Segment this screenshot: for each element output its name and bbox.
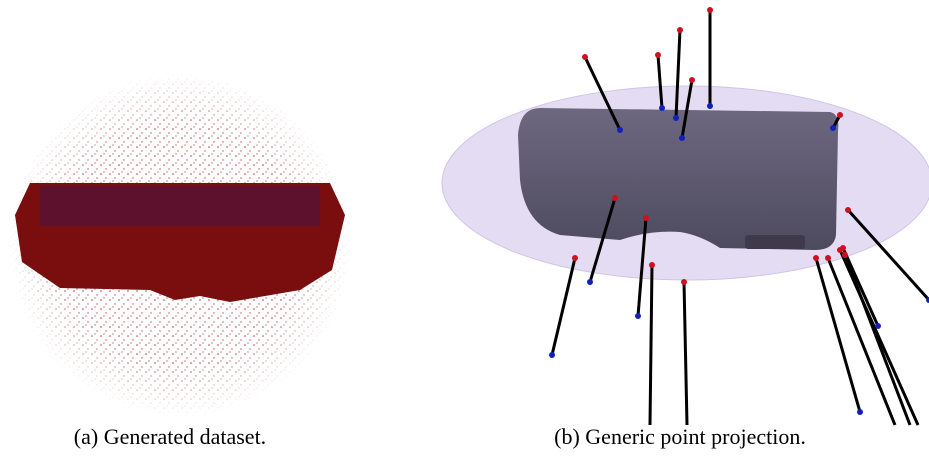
- projection-line: [650, 265, 652, 425]
- generic-point: [617, 127, 623, 133]
- generic-point: [875, 323, 881, 329]
- projected-point: [612, 195, 618, 201]
- object-shade: [40, 186, 320, 226]
- projected-point: [707, 7, 713, 13]
- generic-point: [857, 409, 863, 415]
- object: [518, 108, 838, 250]
- projected-point: [845, 207, 851, 213]
- projection-line: [845, 255, 910, 425]
- projection-line: [552, 258, 575, 355]
- projected-point: [643, 215, 649, 221]
- projected-point: [677, 27, 683, 33]
- page: {"figure": {"panels": [{"caption": "(a) …: [0, 0, 929, 456]
- projection-line: [684, 282, 687, 425]
- projected-point: [649, 262, 655, 268]
- projected-point: [842, 252, 848, 258]
- generic-point: [707, 103, 713, 109]
- projected-point: [689, 77, 695, 83]
- projected-point: [825, 255, 831, 261]
- connector: [745, 235, 805, 249]
- panel-b: (b) Generic point projection.: [442, 7, 929, 449]
- generic-point: [830, 125, 836, 131]
- generic-point: [659, 105, 665, 111]
- panel-a: (a) Generated dataset.: [0, 70, 360, 449]
- generic-point: [673, 115, 679, 121]
- projection-line: [828, 258, 895, 425]
- projected-point: [813, 255, 819, 261]
- generic-point: [549, 352, 555, 358]
- projected-point: [655, 52, 661, 58]
- generic-point: [635, 313, 641, 319]
- caption: (b) Generic point projection.: [554, 424, 806, 449]
- caption: (a) Generated dataset.: [74, 424, 266, 449]
- generic-point: [679, 135, 685, 141]
- projected-point: [582, 54, 588, 60]
- projected-point: [681, 279, 687, 285]
- projected-point: [572, 255, 578, 261]
- figure: (a) Generated dataset. (b) Generic point…: [0, 0, 929, 456]
- projected-point: [840, 245, 846, 251]
- projected-point: [837, 112, 843, 118]
- generic-point: [587, 279, 593, 285]
